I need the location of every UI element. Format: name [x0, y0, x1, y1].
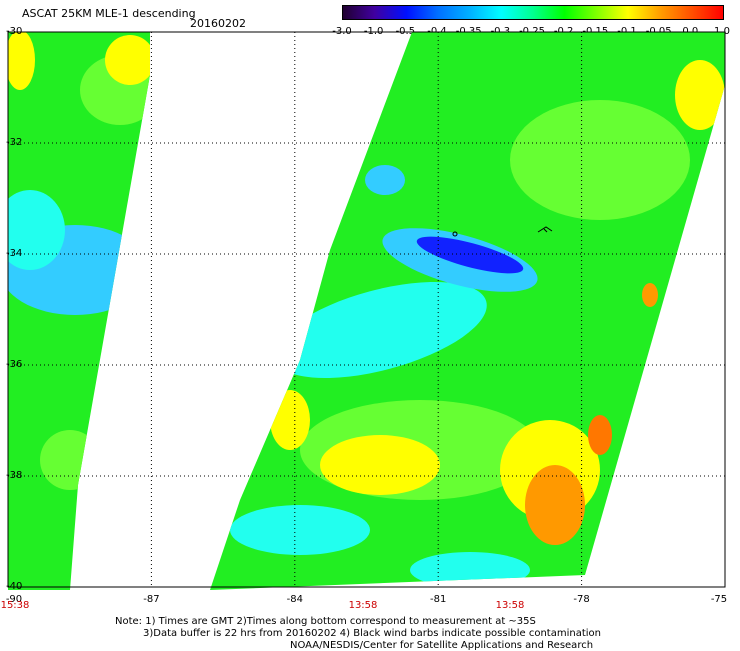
longitude-label: -90: [5, 594, 23, 605]
product-title: ASCAT 25KM MLE-1 descending: [22, 7, 196, 20]
longitude-label: -87: [143, 594, 160, 605]
right-swath-patch: [416, 236, 524, 274]
latitude-label: -34: [6, 248, 23, 259]
right-swath-patch: [642, 283, 658, 307]
latitude-label: -40: [6, 581, 23, 592]
longitude-label: -84: [286, 594, 303, 605]
graticule: [8, 32, 725, 587]
right-swath-patch: [273, 282, 487, 378]
note-line-3: NOAA/NESDIS/Center for Satellite Applica…: [290, 640, 594, 651]
latitude-label: -38: [6, 470, 23, 481]
note-line-2: 3)Data buffer is 22 hrs from 20160202 4)…: [143, 628, 601, 639]
color-scale-bar: [342, 5, 724, 20]
swath-time-label: 13:58: [348, 600, 378, 611]
right-swath-patch: [675, 60, 725, 130]
right-swath-patch: [230, 505, 370, 555]
longitude-label: -78: [573, 594, 590, 605]
longitude-label: -75: [710, 594, 728, 605]
right-swath-patch: [365, 165, 405, 195]
product-date: 20160202: [190, 17, 246, 30]
right-swath-patch: [270, 390, 310, 450]
right-swath-patch: [510, 100, 690, 220]
latitude-label: -36: [6, 359, 23, 370]
map-frame: [7, 31, 726, 588]
swath-time-label: 13:58: [495, 600, 525, 611]
latitude-label: -30: [6, 26, 23, 37]
longitude-label: -81: [430, 594, 447, 605]
left-swath-patch: [40, 430, 100, 490]
right-swath-patch: [525, 465, 585, 545]
latitude-label: -32: [6, 137, 23, 148]
left-swath-patch: [105, 35, 150, 85]
right-swath-patch: [410, 552, 530, 588]
swath-time-label: 15:38: [0, 600, 30, 611]
left-swath-patch: [8, 190, 65, 270]
wind-barb-icon: [452, 226, 553, 237]
right-swath-patch: [588, 415, 612, 455]
right-swath-patch: [320, 435, 440, 495]
note-line-1: Note: 1) Times are GMT 2)Times along bot…: [115, 616, 536, 627]
left-swath-patch: [8, 32, 35, 90]
